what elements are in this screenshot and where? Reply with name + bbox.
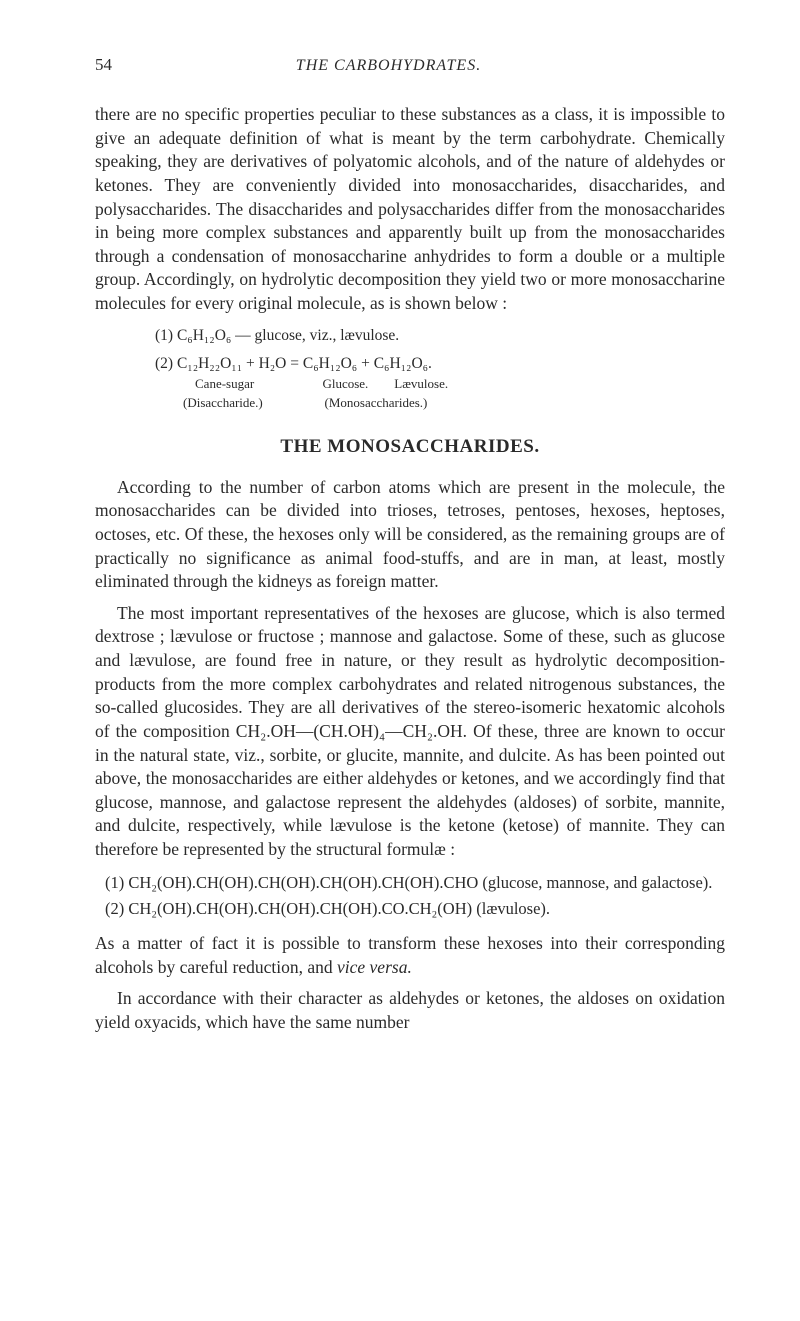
- running-title: THE CARBOHYDRATES.: [72, 57, 705, 75]
- formula-2-labels-2: (Disaccharide.) (Monosaccharides.): [183, 395, 725, 412]
- structural-formula-2: (2) CH₂(OH).CH(OH).CH(OH).CH(OH).CO.CH₂(…: [105, 898, 725, 920]
- formula-2-main: (2) C₁₂H₂₂O₁₁ + H₂O = C₆H₁₂O₆ + C₆H₁₂O₆.: [155, 354, 725, 374]
- closing-paragraph-2: In accordance with their character as al…: [95, 987, 725, 1034]
- page-container: 54 THE CARBOHYDRATES. there are no speci…: [0, 0, 800, 1321]
- section-heading: THE MONOSACCHARIDES.: [95, 436, 725, 458]
- formula-1: (1) C₆H₁₂O₆ — glucose, viz., lævulose.: [155, 326, 725, 346]
- body-paragraph-1: According to the number of carbon atoms …: [95, 476, 725, 594]
- formula-block: (1) C₆H₁₂O₆ — glucose, viz., lævulose. (…: [155, 326, 725, 412]
- page-header: 54 THE CARBOHYDRATES.: [95, 55, 725, 75]
- intro-paragraph: there are no specific properties peculia…: [95, 103, 725, 316]
- body-paragraph-2: The most important representatives of th…: [95, 602, 725, 862]
- structural-formula-1: (1) CH₂(OH).CH(OH).CH(OH).CH(OH).CH(OH).…: [105, 872, 725, 894]
- vice-versa-italic: vice versa.: [337, 957, 412, 977]
- closing-paragraph-1: As a matter of fact it is possible to tr…: [95, 932, 725, 979]
- formula-2-labels-1: Cane-sugar Glucose. Lævulose.: [195, 376, 725, 393]
